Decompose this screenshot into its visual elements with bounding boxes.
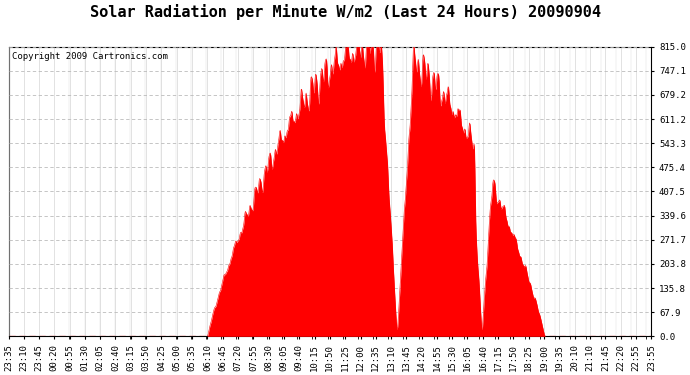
Text: Solar Radiation per Minute W/m2 (Last 24 Hours) 20090904: Solar Radiation per Minute W/m2 (Last 24… <box>90 4 600 20</box>
Text: Copyright 2009 Cartronics.com: Copyright 2009 Cartronics.com <box>12 53 168 62</box>
